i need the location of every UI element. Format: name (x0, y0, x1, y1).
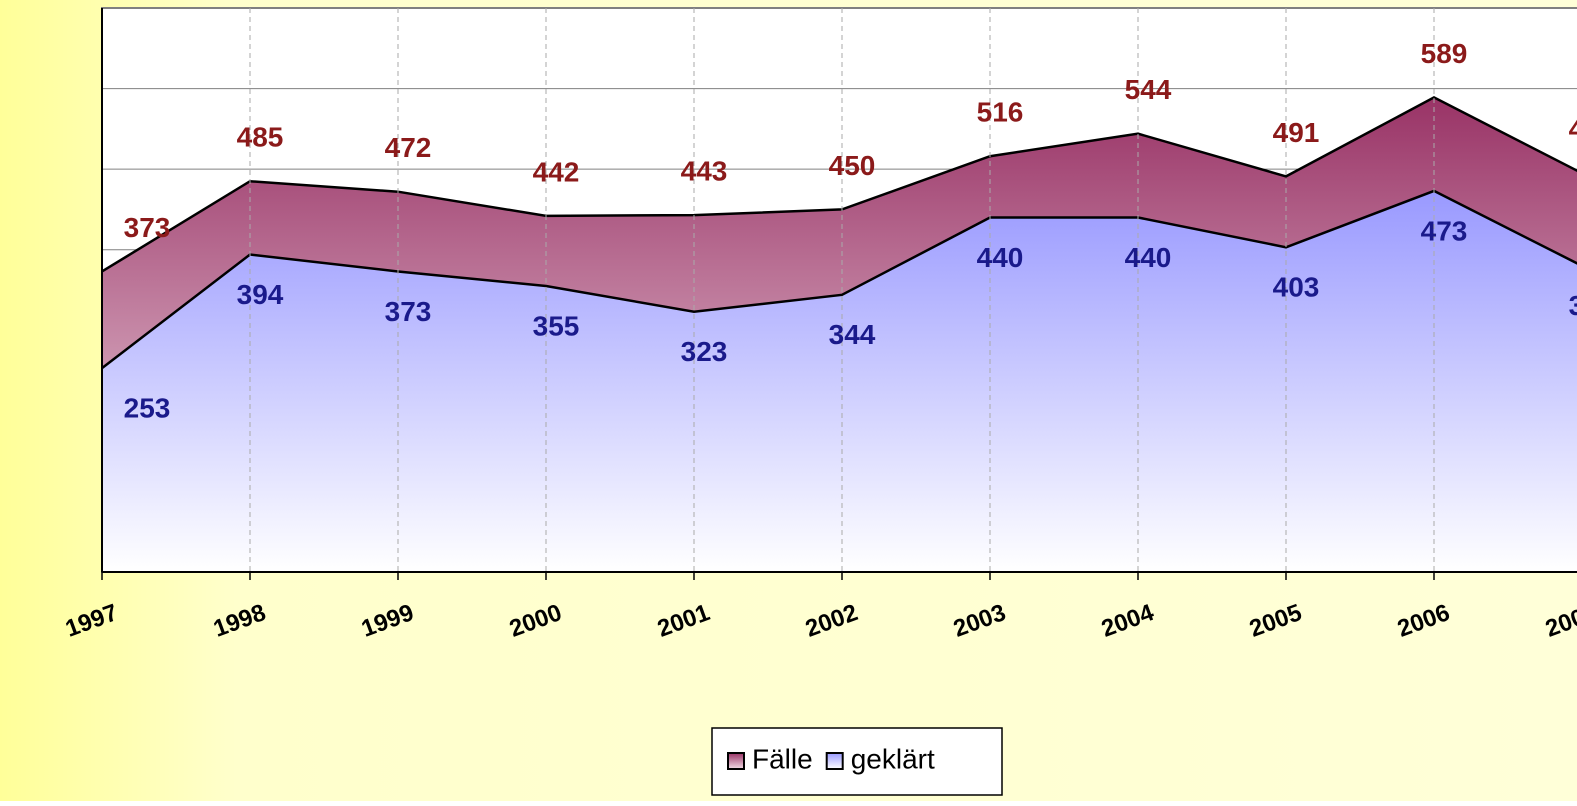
data-label: 544 (1125, 74, 1172, 105)
data-label: 373 (124, 212, 171, 243)
legend-label: Fälle (752, 743, 813, 774)
data-label: 491 (1273, 117, 1320, 148)
data-label: 380 (1569, 290, 1577, 321)
data-label: 516 (977, 97, 1024, 128)
data-label: 442 (533, 156, 580, 187)
legend-swatch (727, 752, 745, 770)
area (102, 190, 1577, 572)
data-label: 473 (1421, 215, 1468, 246)
data-label: 443 (681, 155, 728, 186)
data-label: 355 (533, 310, 580, 341)
data-label: 323 (681, 336, 728, 367)
data-label: 495 (1569, 114, 1577, 145)
data-label: 344 (829, 319, 876, 350)
data-label: 450 (829, 150, 876, 181)
data-label: 253 (124, 393, 171, 424)
data-label: 440 (1125, 242, 1172, 273)
legend (711, 727, 1003, 796)
legend-swatch (825, 752, 844, 770)
legend-label: geklärt (851, 743, 935, 774)
area-line (101, 189, 1577, 370)
data-label: 403 (1273, 272, 1320, 303)
data-label: 589 (1421, 38, 1468, 69)
data-label: 373 (385, 296, 432, 327)
data-label: 472 (385, 132, 432, 163)
data-label: 440 (977, 242, 1024, 273)
data-label: 485 (237, 122, 284, 153)
data-label: 394 (237, 279, 284, 310)
